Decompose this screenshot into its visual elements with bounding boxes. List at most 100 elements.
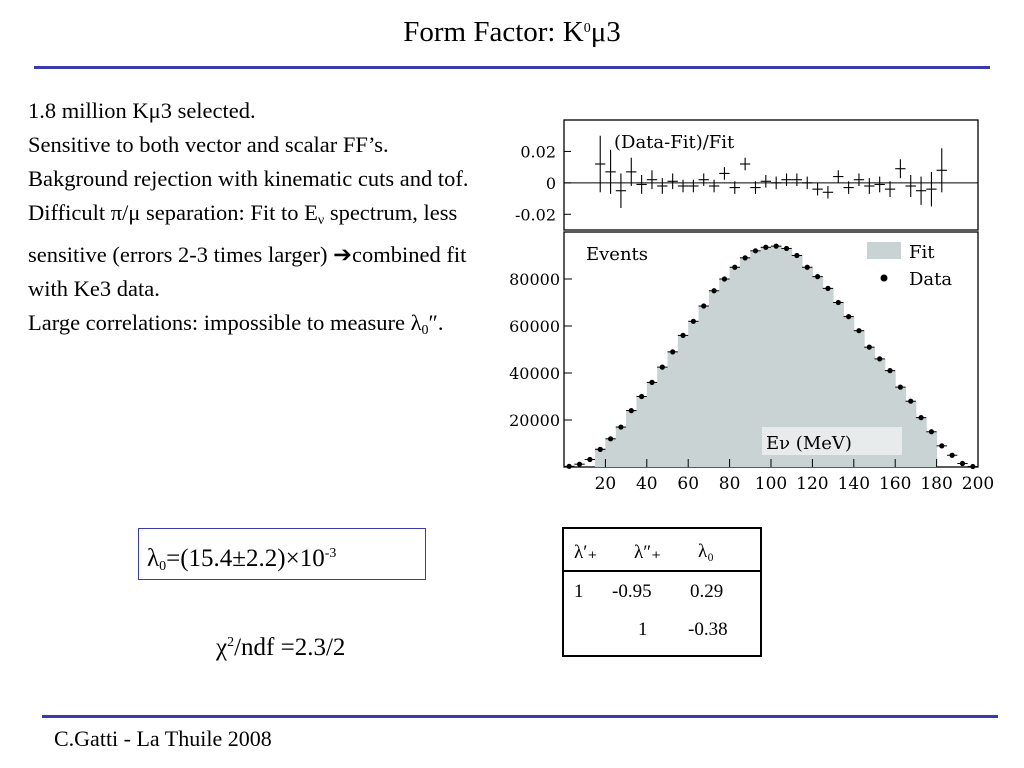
- x-axis-label: Eν (MeV): [766, 433, 852, 454]
- data-point: [908, 398, 914, 404]
- legend-fit-swatch: [867, 242, 901, 259]
- bullet-list: 1.8 million Kμ3 selected. Sensitive to b…: [28, 94, 478, 348]
- x-tick-label: 140: [838, 474, 870, 494]
- data-point: [680, 332, 686, 338]
- fit-bar: [605, 438, 617, 467]
- fit-bar: [812, 276, 824, 467]
- bullet-separation: Difficult π/μ separation: Fit to Eν spec…: [28, 200, 467, 301]
- data-point: [959, 460, 966, 467]
- lambda0-result-box: λ0=(15.4±2.2)×10-3: [138, 528, 426, 580]
- fit-bar: [771, 246, 782, 467]
- fit-bar: [626, 410, 637, 467]
- main-panel-frame: [563, 231, 979, 468]
- data-point: [928, 429, 935, 435]
- corr-cell: 1: [574, 581, 584, 602]
- fit-bar: [843, 316, 855, 467]
- data-point: [618, 424, 624, 430]
- data-point: [732, 264, 738, 270]
- corr-cell: -0.95: [612, 581, 652, 602]
- fit-bar: [677, 335, 689, 467]
- data-point: [607, 436, 614, 442]
- data-point: [752, 248, 759, 254]
- y-tick-label: 60000: [509, 317, 560, 336]
- corr-header-divider: [564, 570, 760, 572]
- y-axis-label: Events: [586, 244, 648, 265]
- data-point: [576, 461, 583, 467]
- fit-bar: [698, 306, 710, 467]
- fit-bar: [636, 396, 648, 467]
- x-tick-label: 200: [962, 474, 994, 494]
- fit-bar: [646, 382, 658, 467]
- fit-bar: [729, 267, 741, 467]
- x-tick-label: 80: [719, 474, 741, 494]
- data-point: [970, 463, 976, 470]
- legend-data-marker: [880, 274, 888, 282]
- bullet-background: Bakground rejection with kinematic cuts …: [28, 166, 469, 191]
- residual-y-tick-label: 0.02: [520, 142, 556, 161]
- residual-y-tick-label: 0: [546, 174, 556, 193]
- data-point: [918, 415, 924, 421]
- fit-bar: [853, 330, 865, 467]
- bottom-divider: [42, 715, 998, 718]
- data-point: [690, 318, 696, 324]
- fit-bar: [739, 257, 751, 467]
- fit-bar: [833, 302, 844, 467]
- fit-bar: [719, 279, 731, 467]
- fit-bar: [864, 347, 875, 467]
- y-tick-label: 40000: [509, 364, 560, 383]
- data-point: [721, 276, 728, 282]
- fit-bar: [905, 401, 917, 467]
- x-tick-label: 160: [879, 474, 911, 494]
- y-tick-label: 20000: [509, 411, 560, 430]
- fit-bar: [667, 351, 679, 467]
- x-tick-label: 120: [796, 474, 828, 494]
- bullet-selected: 1.8 million Kμ3 selected.: [28, 98, 256, 123]
- corr-header-lambda-prime: λ′₊: [574, 542, 598, 563]
- fit-bar: [781, 248, 793, 467]
- data-point: [649, 379, 655, 385]
- corr-cell: 1: [638, 619, 648, 640]
- fit-bar: [688, 321, 700, 467]
- fit-bar: [791, 255, 803, 467]
- data-point: [659, 364, 665, 370]
- data-point: [587, 456, 593, 463]
- data-point: [794, 252, 800, 259]
- data-point: [701, 303, 707, 309]
- data-point: [804, 264, 810, 270]
- page-title: Form Factor: K0μ3: [403, 16, 621, 48]
- x-axis-label-bg: [762, 427, 902, 455]
- data-point: [670, 349, 676, 355]
- fit-bar: [874, 358, 886, 467]
- data-point: [597, 446, 603, 452]
- fit-bar: [802, 267, 813, 467]
- data-point: [887, 368, 893, 374]
- chi2-ndf: χ2/ndf =2.3/2: [216, 634, 346, 661]
- corr-header-lambda-double-prime: λ″₊: [634, 542, 662, 563]
- residual-title: (Data-Fit)/Fit: [614, 132, 735, 153]
- data-point: [763, 244, 769, 250]
- corr-cell: 0.29: [690, 581, 724, 602]
- x-tick-label: 40: [636, 474, 658, 494]
- data-point: [566, 463, 572, 469]
- data-point: [856, 328, 862, 334]
- fit-bar: [895, 387, 907, 467]
- bullet-correlations: Large correlations: impossible to measur…: [28, 310, 444, 338]
- fit-bar: [926, 431, 938, 467]
- data-point: [897, 384, 903, 390]
- data-point: [783, 245, 790, 252]
- fit-bar: [708, 290, 720, 467]
- fit-bar: [657, 367, 668, 467]
- fit-bar: [750, 250, 762, 467]
- x-tick-label: 100: [755, 474, 787, 494]
- fit-bar: [595, 448, 606, 467]
- top-divider: [34, 66, 990, 69]
- bullet-sensitivity: Sensitive to both vector and scalar FF’s…: [28, 132, 389, 157]
- correlation-table: λ′₊ λ″₊ λ₀ 1 -0.95 0.29 1 -0.38: [562, 527, 762, 657]
- data-point: [773, 243, 779, 249]
- data-point: [835, 299, 841, 306]
- legend-fit-label: Fit: [909, 242, 935, 263]
- data-point: [711, 288, 717, 294]
- data-point: [639, 393, 645, 400]
- data-point: [742, 255, 748, 261]
- x-tick-label: 60: [677, 474, 699, 494]
